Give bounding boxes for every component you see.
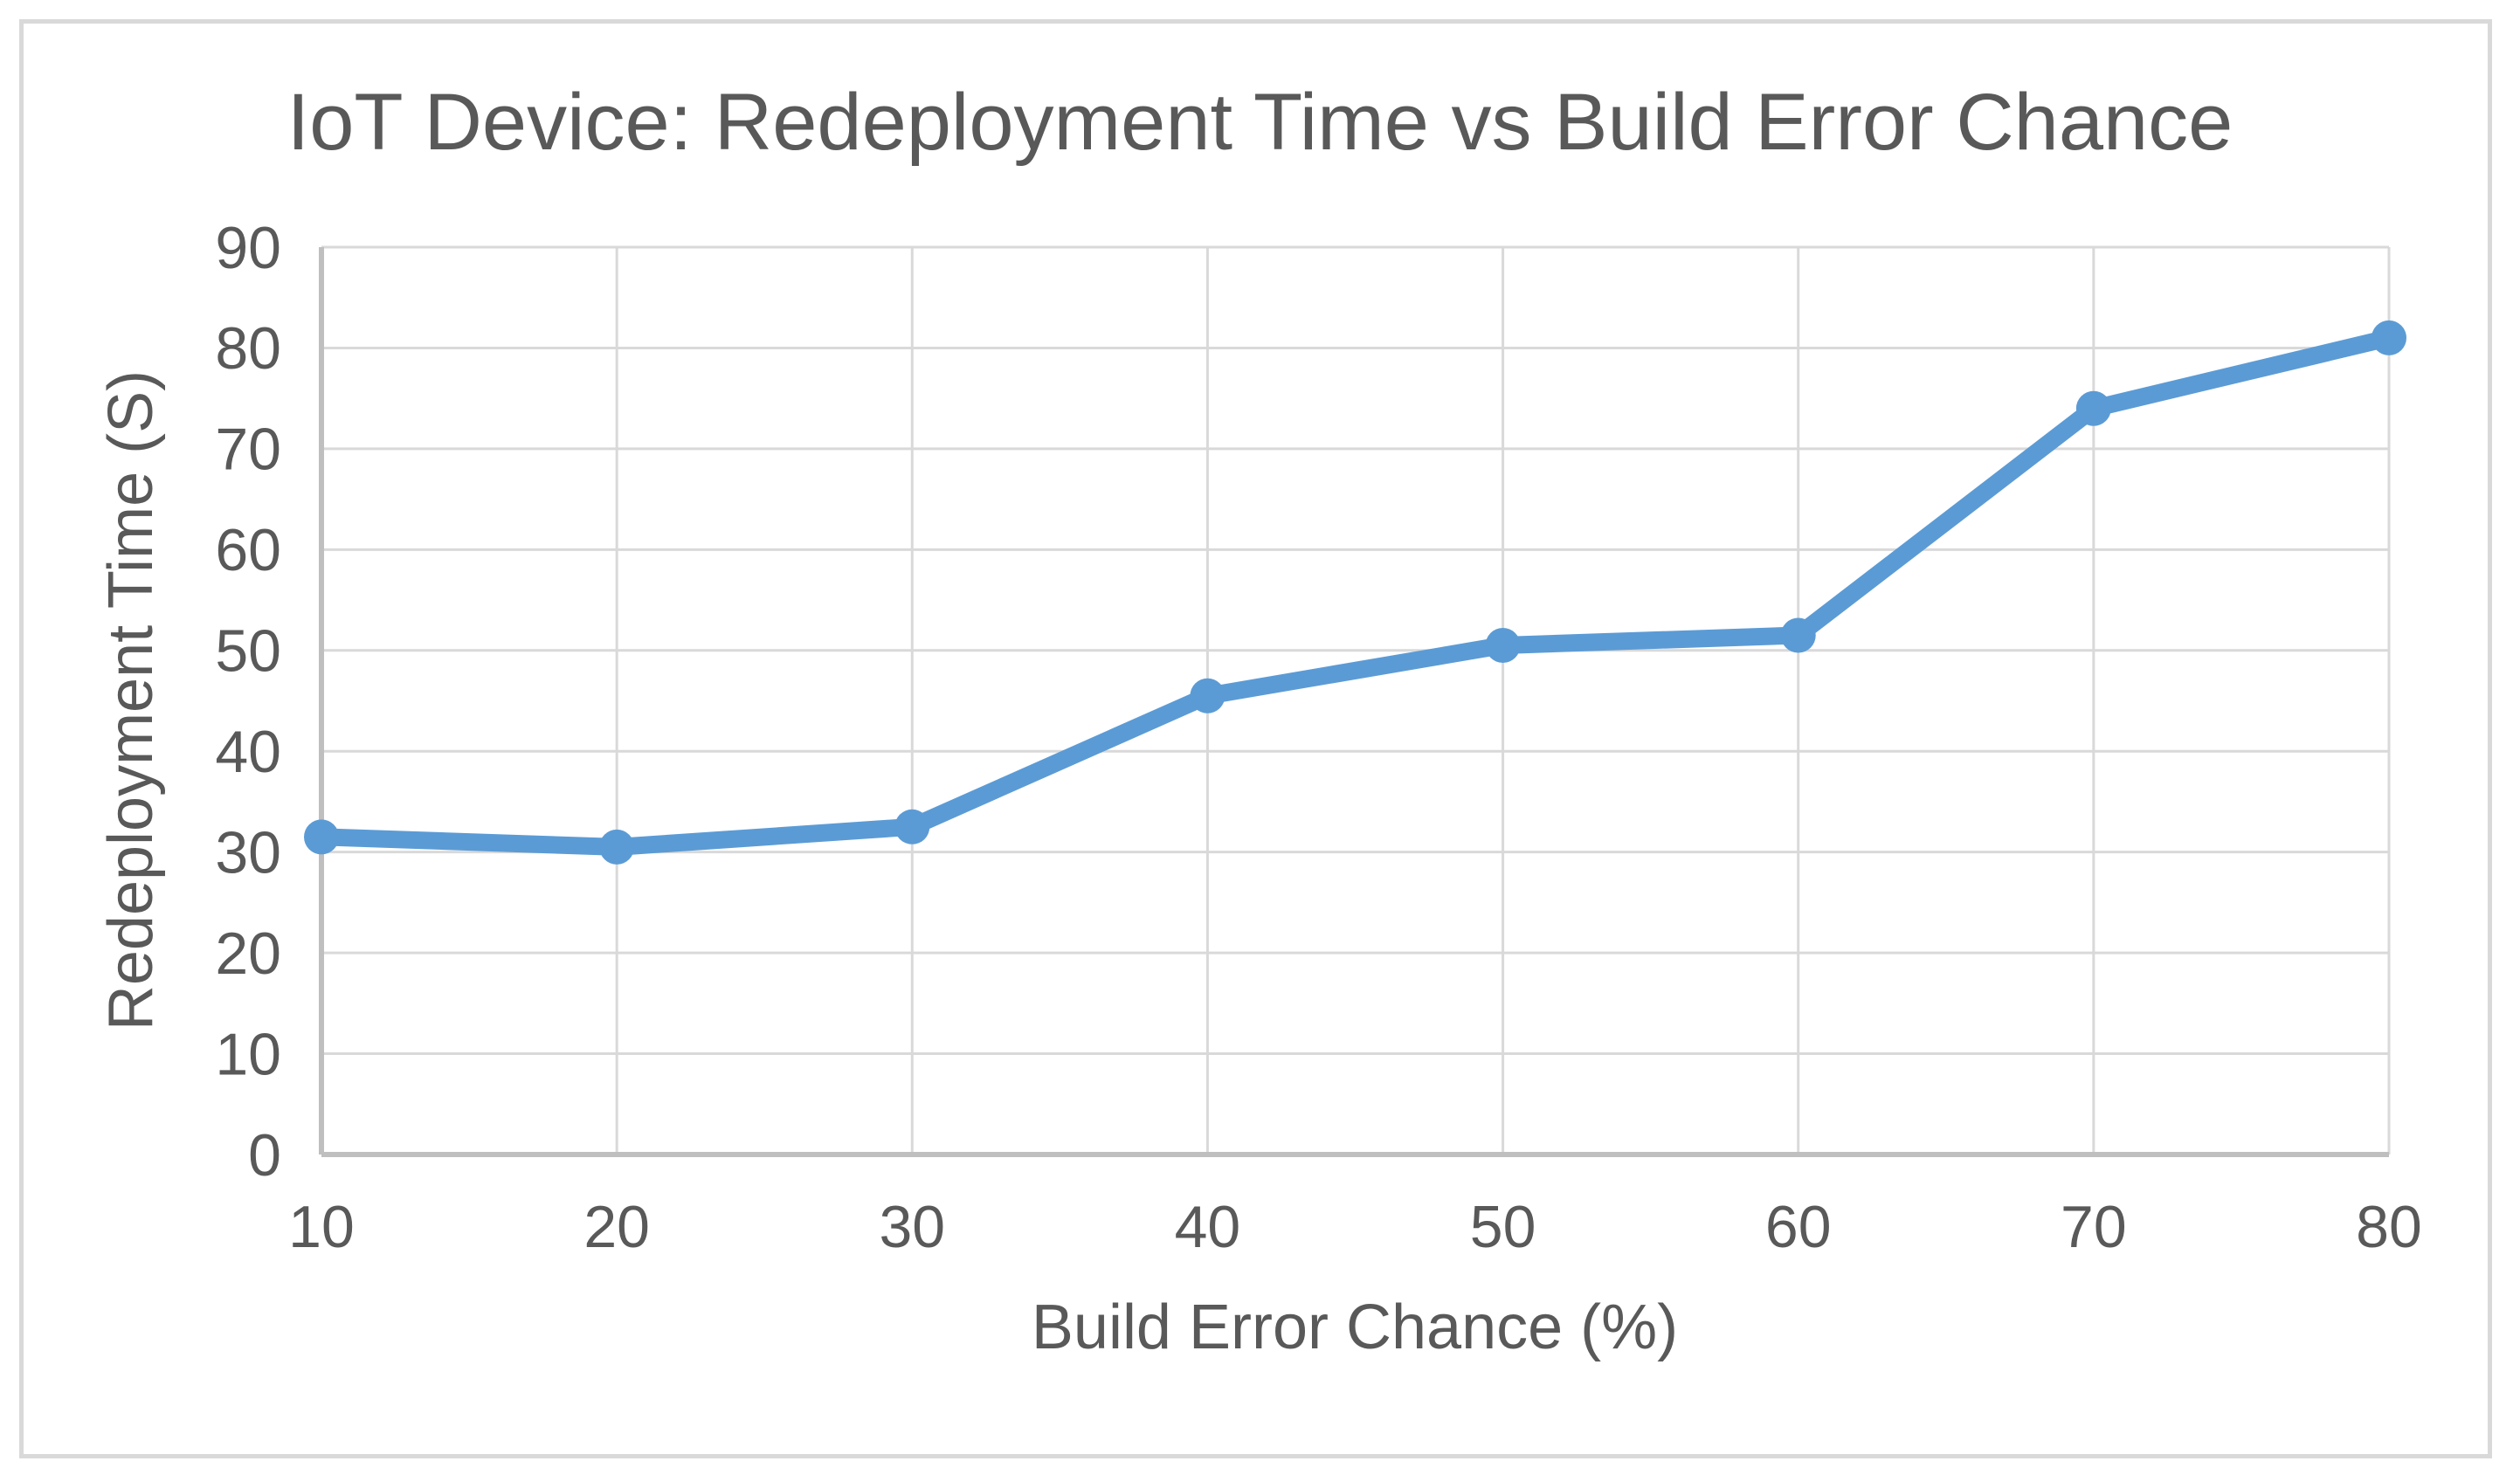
data-point-marker bbox=[1190, 678, 1225, 713]
x-tick-label: 30 bbox=[879, 1194, 945, 1260]
data-series bbox=[304, 320, 2406, 865]
data-point-marker bbox=[599, 829, 635, 865]
x-tick-label: 60 bbox=[1765, 1194, 1832, 1260]
chart-border-frame bbox=[19, 19, 2492, 1458]
y-tick-label: 90 bbox=[215, 215, 281, 281]
series-line bbox=[313, 328, 2398, 856]
y-tick-label: 60 bbox=[215, 517, 281, 583]
y-tick-label: 30 bbox=[215, 819, 281, 886]
y-tick-label: 20 bbox=[215, 920, 281, 987]
x-tick-label: 80 bbox=[2356, 1194, 2422, 1260]
x-tick-label: 10 bbox=[288, 1194, 355, 1260]
data-point-marker bbox=[304, 819, 339, 855]
x-tick-label: 50 bbox=[1470, 1194, 1536, 1260]
chart-title: IoT Device: Redeployment Time vs Build E… bbox=[287, 78, 2233, 167]
y-tick-labels: 0 10 20 30 40 50 60 70 80 90 bbox=[215, 215, 281, 1189]
data-point-marker bbox=[1485, 628, 1521, 664]
axis-lines bbox=[319, 247, 2389, 1157]
y-tick-label: 70 bbox=[215, 417, 281, 483]
x-tick-labels: 10 20 30 40 50 60 70 80 bbox=[288, 1194, 2422, 1260]
y-tick-label: 50 bbox=[215, 618, 281, 685]
data-point-marker bbox=[894, 809, 930, 844]
y-tick-label: 80 bbox=[215, 315, 281, 382]
data-point-marker bbox=[2372, 320, 2406, 355]
x-tick-label: 20 bbox=[583, 1194, 650, 1260]
y-tick-label: 10 bbox=[215, 1021, 281, 1087]
data-point-marker bbox=[2075, 390, 2111, 426]
x-axis-title: Build Error Chance (%) bbox=[1031, 1292, 1679, 1362]
gridlines bbox=[321, 245, 2391, 1155]
y-tick-label: 40 bbox=[215, 719, 281, 785]
x-tick-label: 40 bbox=[1175, 1194, 1241, 1260]
y-tick-label: 0 bbox=[248, 1122, 281, 1189]
x-tick-label: 70 bbox=[2061, 1194, 2127, 1260]
data-point-marker bbox=[1780, 617, 1816, 653]
